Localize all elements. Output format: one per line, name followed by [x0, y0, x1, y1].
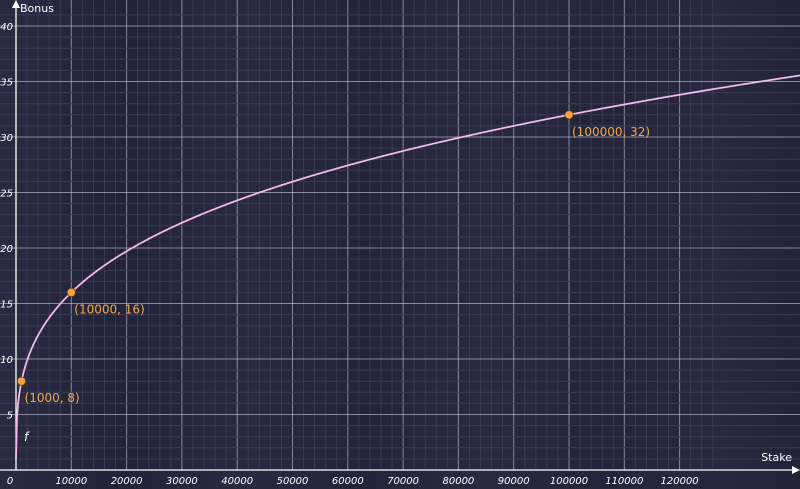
series-layer: [15, 74, 800, 459]
x-tick-label: 70000: [387, 476, 419, 487]
tick-labels: 0 10000 20000 30000 40000 50000 60000 70000 8000…: [0, 22, 698, 487]
y-tick-label: 10: [0, 355, 13, 366]
x-tick-label: 60000: [332, 476, 364, 487]
x-tick-label: 110000: [605, 476, 643, 487]
y-tick-label: 40: [0, 22, 13, 33]
data-point-label: (10000, 16): [74, 302, 144, 316]
y-tick-label: 15: [0, 300, 13, 311]
x-tick-label: 90000: [498, 476, 530, 487]
x-tick-label: 10000: [55, 476, 87, 487]
x-tick-label: 40000: [221, 476, 253, 487]
y-tick-label: 30: [0, 133, 13, 144]
y-tick-label: 20: [0, 244, 13, 255]
data-point: [66, 287, 76, 297]
x-tick-label: 0: [7, 476, 13, 487]
series-line-f: [15, 74, 800, 459]
x-tick-label: 50000: [277, 476, 309, 487]
y-tick-label: 5: [7, 411, 13, 422]
x-axis-title: Stake: [761, 451, 792, 464]
x-tick-label: 120000: [661, 476, 699, 487]
x-tick-label: 30000: [166, 476, 198, 487]
x-axis-arrow: [792, 466, 800, 474]
x-tick-label: 20000: [111, 476, 143, 487]
x-tick-label: 80000: [442, 476, 474, 487]
y-axis-arrow: [12, 0, 20, 8]
x-tick-label: 100000: [550, 476, 588, 487]
axes: [0, 0, 800, 474]
y-tick-label: 35: [0, 78, 13, 89]
highlighted-points: (1000, 8) (10000, 16) (100000, 32): [16, 110, 650, 405]
curve-label-f: f: [24, 430, 30, 444]
y-tick-label: 25: [0, 189, 13, 200]
data-point: [16, 376, 27, 386]
y-axis-title: Bonus: [20, 2, 54, 15]
data-point-label: (1000, 8): [25, 391, 80, 405]
data-point: [564, 110, 574, 120]
data-point-label: (100000, 32): [572, 125, 650, 139]
grid-lines: [0, 0, 800, 471]
